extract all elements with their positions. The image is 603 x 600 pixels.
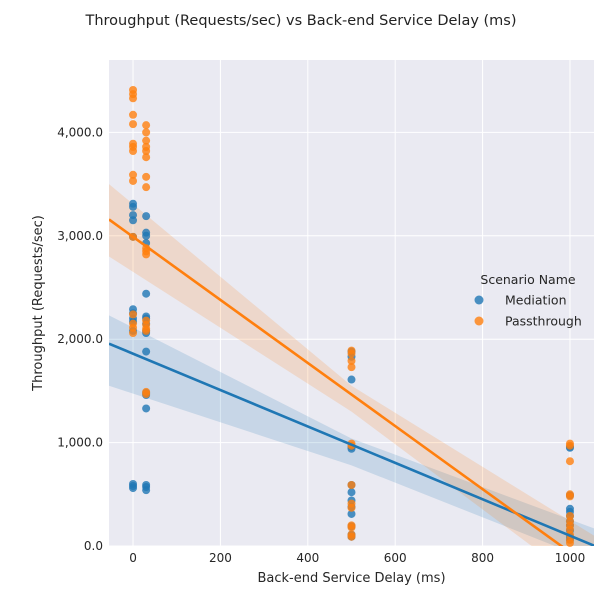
data-point bbox=[129, 484, 138, 493]
data-point bbox=[347, 503, 356, 512]
y-tick-label: 2,000.0 bbox=[57, 332, 103, 346]
x-tick-label: 0 bbox=[129, 551, 137, 565]
y-tick-label: 1,000.0 bbox=[57, 436, 103, 450]
data-point bbox=[142, 172, 151, 181]
data-point bbox=[142, 183, 151, 192]
y-axis-label: Throughput (Requests/sec) bbox=[31, 215, 46, 392]
data-point bbox=[129, 176, 138, 185]
regression-lines bbox=[109, 218, 594, 546]
legend-entry-label: Passthrough bbox=[505, 314, 582, 329]
data-point bbox=[347, 532, 356, 541]
y-axis-ticks: 0.0 1,000.0 2,000.0 3,000.0 4,000.0 bbox=[57, 125, 103, 553]
data-point bbox=[142, 153, 151, 162]
data-point bbox=[142, 146, 151, 155]
x-tick-label: 200 bbox=[209, 551, 232, 565]
plot-area bbox=[109, 60, 594, 546]
y-tick-label: 3,000.0 bbox=[57, 229, 103, 243]
data-point bbox=[347, 375, 356, 384]
data-point bbox=[129, 110, 138, 119]
data-point bbox=[142, 347, 151, 356]
data-point bbox=[129, 146, 138, 155]
data-point bbox=[129, 170, 138, 179]
data-point bbox=[565, 538, 574, 547]
data-point bbox=[142, 121, 151, 130]
data-point bbox=[129, 94, 138, 103]
data-point bbox=[129, 310, 138, 319]
data-point bbox=[142, 250, 151, 259]
data-point bbox=[565, 492, 574, 501]
data-point bbox=[129, 202, 138, 211]
x-tick-label: 400 bbox=[296, 551, 319, 565]
data-point bbox=[347, 523, 356, 532]
data-point bbox=[142, 389, 151, 398]
confidence-band bbox=[109, 184, 594, 546]
data-point bbox=[142, 136, 151, 145]
regression-line bbox=[109, 218, 564, 546]
data-point bbox=[142, 486, 151, 495]
x-tick-label: 800 bbox=[471, 551, 494, 565]
chart-title: Throughput (Requests/sec) vs Back-end Se… bbox=[84, 13, 516, 29]
data-point bbox=[142, 326, 151, 335]
data-point bbox=[142, 128, 151, 137]
confidence-bands bbox=[109, 184, 594, 546]
legend-title: Scenario Name bbox=[480, 272, 576, 287]
x-tick-label: 1000 bbox=[555, 551, 586, 565]
data-point bbox=[129, 120, 138, 129]
data-point bbox=[347, 349, 356, 358]
x-axis-ticks: 0 200 400 600 800 1000 bbox=[129, 551, 585, 565]
data-point bbox=[129, 328, 138, 337]
data-point bbox=[347, 509, 356, 518]
data-point bbox=[142, 231, 151, 240]
y-tick-label: 4,000.0 bbox=[57, 125, 103, 139]
x-axis-label: Back-end Service Delay (ms) bbox=[257, 571, 445, 586]
x-tick-label: 600 bbox=[384, 551, 407, 565]
legend-marker bbox=[474, 295, 484, 305]
data-point bbox=[565, 457, 574, 466]
data-point bbox=[347, 488, 356, 497]
y-tick-label: 0.0 bbox=[84, 539, 103, 553]
legend-marker bbox=[474, 316, 484, 326]
data-point bbox=[565, 441, 574, 450]
legend: Scenario Name Mediation Passthrough bbox=[474, 272, 582, 329]
data-point bbox=[142, 212, 151, 221]
data-point bbox=[347, 356, 356, 365]
grid-lines bbox=[109, 60, 594, 547]
data-point bbox=[347, 363, 356, 372]
data-point bbox=[142, 289, 151, 298]
data-point bbox=[129, 216, 138, 225]
confidence-band bbox=[109, 315, 594, 546]
data-point bbox=[347, 480, 356, 489]
data-point bbox=[142, 404, 151, 413]
legend-entry-label: Mediation bbox=[505, 293, 567, 308]
